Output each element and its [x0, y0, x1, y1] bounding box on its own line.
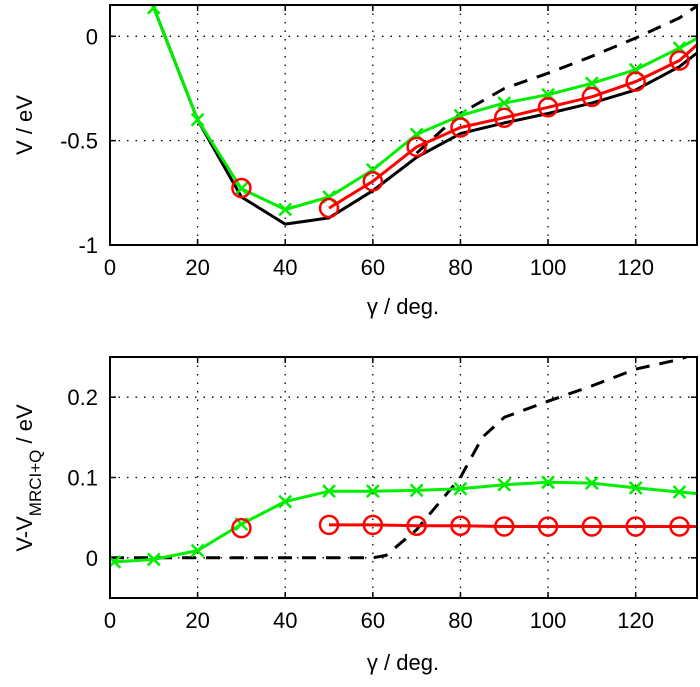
circle-marker [406, 515, 427, 536]
circle-marker [362, 171, 384, 192]
x-marker [278, 202, 293, 217]
ylabel-sub: MRCI+Q [26, 450, 45, 517]
x-tick-label: 20 [185, 608, 209, 633]
bottom-plot: 0 20 40 60 80 100 120 0 0.1 0.2 [67, 356, 698, 633]
x-marker [672, 485, 687, 499]
circle-marker [318, 514, 340, 536]
axes-frame [109, 356, 698, 599]
series-line [110, 357, 691, 560]
circle-marker [581, 86, 603, 108]
x-marker [584, 476, 599, 491]
series-1 [110, 475, 697, 569]
ylabel-main: V-V [12, 516, 37, 552]
circle-marker [669, 516, 690, 537]
circle-marker [450, 117, 471, 138]
y-tick-label: -1 [78, 233, 98, 258]
x-tick-label: 60 [361, 255, 385, 280]
series-line [328, 43, 697, 210]
x-marker [190, 543, 205, 558]
series-line [415, 5, 697, 155]
x-tick-label: 100 [530, 608, 567, 633]
y-tick-label: 0 [86, 546, 98, 571]
series-line [152, 7, 697, 211]
axes-frame [109, 4, 698, 246]
series-1 [415, 5, 697, 155]
series-line [329, 523, 697, 528]
x-tick-label: 80 [448, 255, 472, 280]
top-plot: 0 20 40 60 80 100 120 -1 -0.5 0 [60, 4, 698, 280]
circle-marker [362, 514, 384, 536]
x-tick-label: 40 [273, 608, 297, 633]
x-tick-label: 0 [104, 255, 116, 280]
x-marker [190, 112, 205, 127]
x-marker [584, 76, 599, 91]
x-marker [409, 483, 424, 498]
x-marker [541, 475, 555, 490]
circle-marker [537, 97, 559, 118]
x-marker [234, 181, 249, 196]
circle-marker [625, 71, 646, 92]
top-ylabel: V / eV [12, 95, 37, 155]
x-marker [278, 494, 293, 509]
circle-marker [318, 197, 340, 219]
series-line [114, 480, 697, 564]
series-0 [152, 7, 697, 226]
x-tick-label: 80 [448, 608, 472, 633]
series-2 [146, 5, 697, 217]
x-tick-label: 20 [185, 255, 209, 280]
circle-marker [231, 177, 252, 199]
x-tick-label: 120 [617, 608, 654, 633]
x-marker [365, 484, 380, 499]
circle-marker [450, 515, 471, 536]
circle-marker [669, 50, 690, 71]
y-tick-label: -0.5 [60, 129, 98, 154]
x-tick-label: 120 [617, 255, 654, 280]
series-line [152, 7, 697, 226]
bottom-xlabel: γ / deg. [367, 650, 439, 675]
x-marker [453, 481, 468, 496]
x-marker [497, 477, 512, 492]
x-marker [628, 481, 643, 495]
series-2 [231, 514, 697, 539]
circle-marker [537, 516, 559, 537]
y-tick-label: 0 [86, 24, 98, 49]
x-tick-label: 100 [530, 255, 567, 280]
circle-marker [494, 107, 515, 128]
x-tick-label: 0 [104, 608, 116, 633]
x-tick-label: 40 [273, 255, 297, 280]
circle-marker [625, 516, 646, 537]
y-tick-label: 0.2 [67, 385, 98, 410]
series-0 [110, 357, 691, 560]
circle-marker [406, 136, 427, 158]
y-tick-label: 0.1 [67, 466, 98, 491]
x-marker [497, 96, 512, 110]
x-tick-label: 60 [361, 608, 385, 633]
x-marker [146, 5, 161, 15]
ylabel-unit: / eV [12, 404, 37, 450]
x-marker [146, 552, 161, 567]
top-xlabel: γ / deg. [367, 294, 439, 319]
x-marker [322, 484, 336, 499]
circle-marker [581, 516, 603, 537]
series-3 [231, 43, 697, 219]
circle-marker [231, 517, 252, 539]
bottom-ylabel: V-VMRCI+Q / eV [12, 404, 45, 552]
circle-marker [494, 516, 515, 537]
